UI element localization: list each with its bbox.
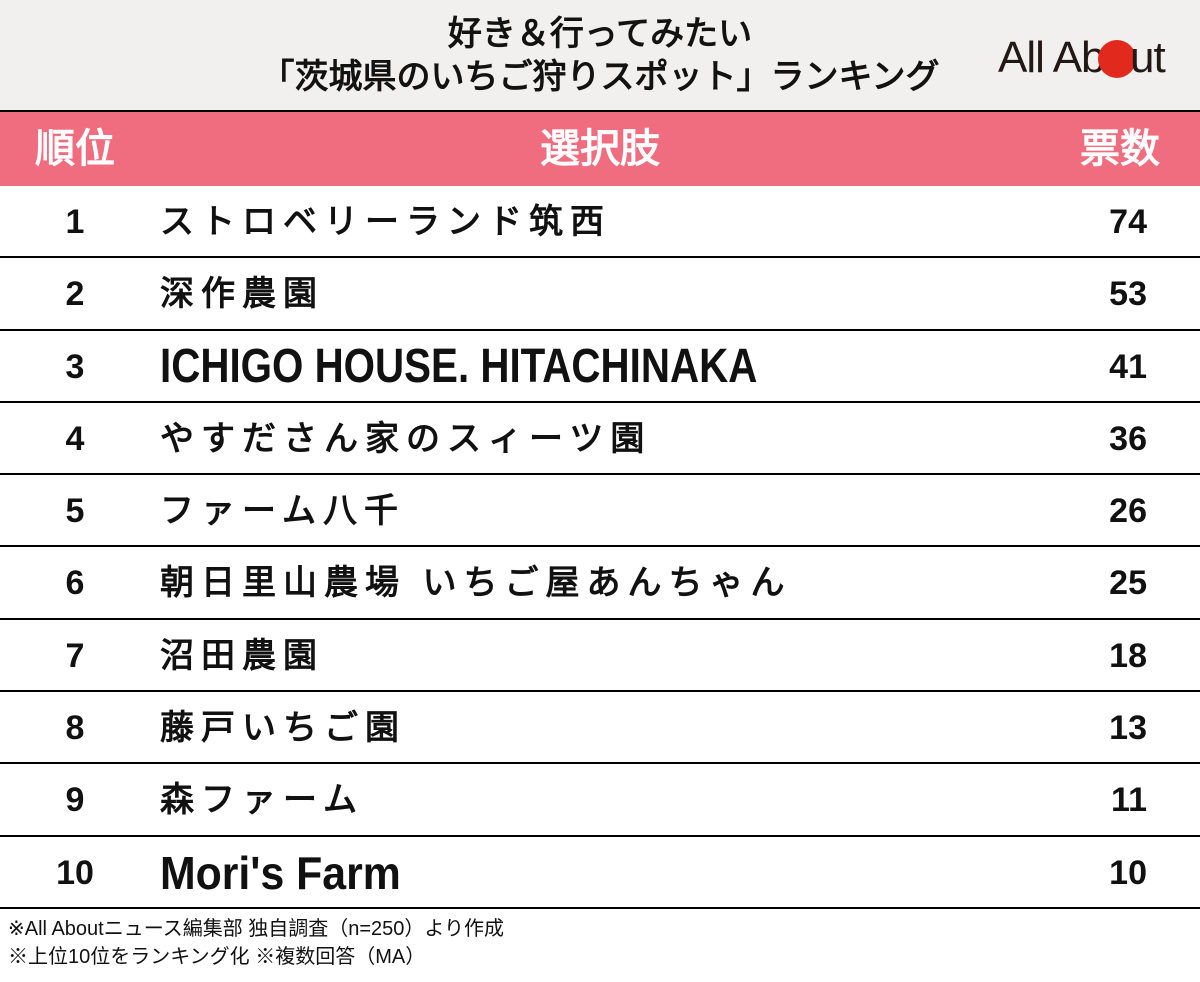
svg-text:ut: ut bbox=[1130, 33, 1165, 82]
svg-text:All Ab: All Ab bbox=[998, 33, 1105, 82]
